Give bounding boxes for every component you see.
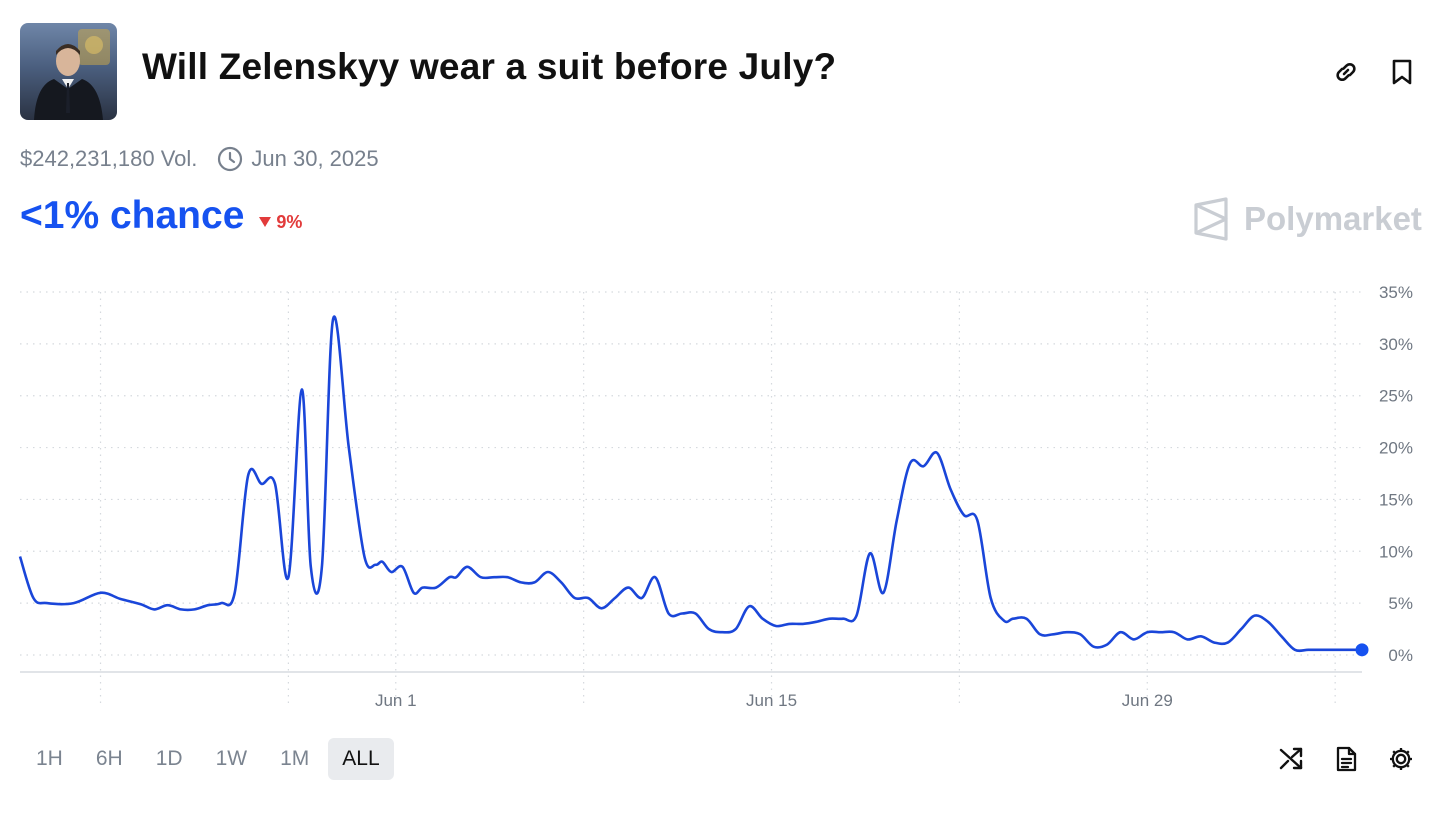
document-icon[interactable]: [1332, 745, 1360, 773]
probability-chart: 35% 30% 25% 20% 15% 10% 5% 0% Jun 1 Jun 15 Jun 29: [18, 283, 1413, 710]
y-gridlines: [20, 291, 1362, 656]
time-range-selector: 1H 6H 1D 1W 1M ALL: [22, 738, 399, 780]
y-tick-label: 25%: [1379, 387, 1413, 406]
market-title: Will Zelenskyy wear a suit before July?: [142, 46, 837, 87]
x-tick-label: Jun 1: [375, 691, 417, 710]
change-value: 9%: [276, 211, 303, 232]
chance-summary: <1% chance 9%: [20, 194, 302, 238]
y-tick-label: 5%: [1388, 594, 1413, 613]
bookmark-icon[interactable]: [1387, 57, 1417, 87]
chance-value: <1% chance: [20, 194, 245, 237]
end-date-text: Jun 30, 2025: [251, 146, 379, 171]
y-tick-label: 0%: [1388, 646, 1413, 665]
clock-icon: [218, 146, 243, 172]
shuffle-icon[interactable]: [1277, 745, 1305, 773]
y-tick-label: 15%: [1379, 490, 1413, 509]
x-gridlines: [99, 292, 1336, 705]
y-tick-label: 20%: [1379, 439, 1413, 458]
range-button-6h[interactable]: 6H: [95, 747, 123, 770]
range-button-1w[interactable]: 1W: [215, 747, 248, 770]
x-axis-labels: Jun 1 Jun 15 Jun 29: [375, 691, 1173, 710]
range-button-all[interactable]: ALL: [328, 738, 394, 780]
person-in-suit-image: [34, 29, 110, 120]
brand-watermark: Polymarket: [1192, 197, 1422, 241]
market-thumbnail: [20, 23, 117, 120]
range-button-1d[interactable]: 1D: [155, 747, 183, 770]
market-meta: $242,231,180 Vol. Jun 30, 2025: [20, 146, 379, 172]
range-button-1h[interactable]: 1H: [36, 747, 63, 770]
polymarket-logo: [1194, 197, 1228, 241]
y-axis-labels: 35% 30% 25% 20% 15% 10% 5% 0%: [1379, 283, 1413, 665]
volume-text: $242,231,180 Vol.: [20, 146, 198, 171]
gear-icon[interactable]: [1387, 745, 1415, 773]
brand-name: Polymarket: [1244, 200, 1422, 237]
range-button-1m[interactable]: 1M: [280, 747, 310, 770]
current-value-point[interactable]: [1355, 643, 1369, 657]
series-line: [18, 315, 1362, 653]
x-tick-label: Jun 29: [1122, 691, 1173, 710]
x-tick-label: Jun 15: [746, 691, 797, 710]
y-tick-label: 30%: [1379, 335, 1413, 354]
link-icon[interactable]: [1331, 57, 1361, 87]
triangle-down-icon: [259, 217, 272, 227]
y-tick-label: 35%: [1379, 283, 1413, 302]
change-badge: 9%: [258, 212, 302, 233]
y-tick-label: 10%: [1379, 542, 1413, 561]
